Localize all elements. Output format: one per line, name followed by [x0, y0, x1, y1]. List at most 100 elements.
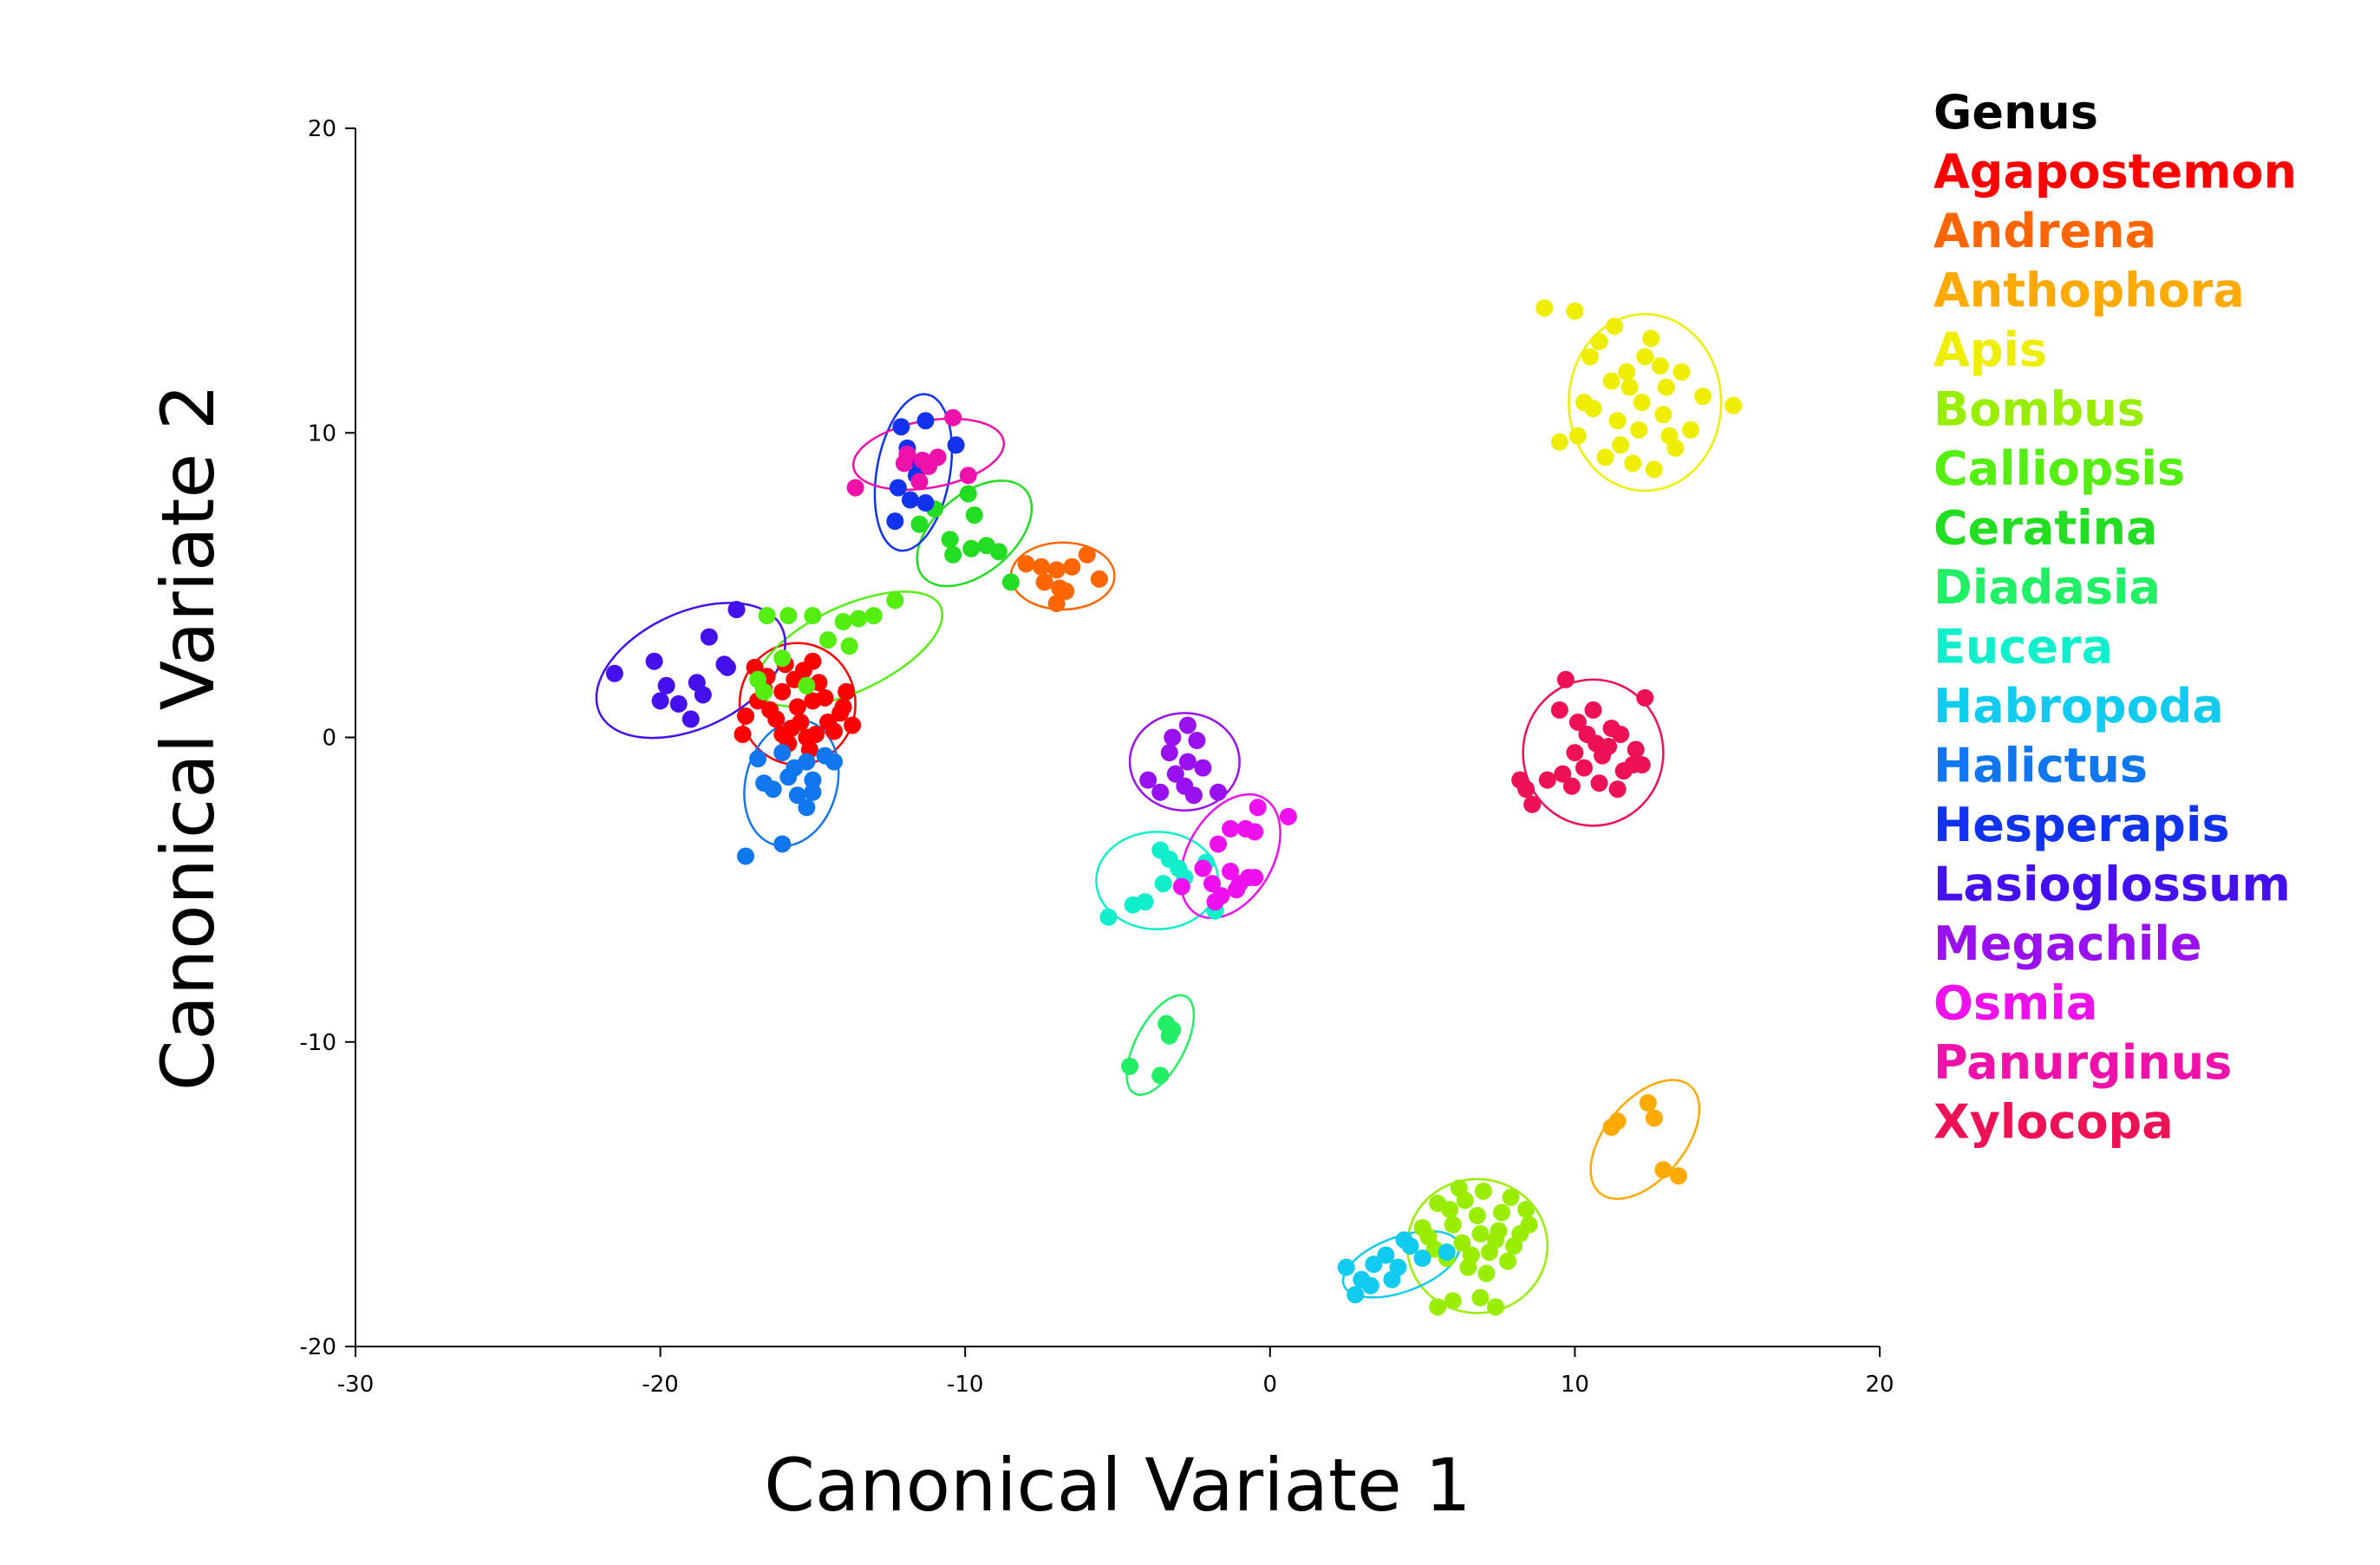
point-panurginus	[895, 454, 913, 473]
ellipse-hesperapis	[873, 393, 954, 552]
point-xylocopa	[1578, 725, 1596, 743]
point-bombus	[1441, 1200, 1459, 1218]
point-apis	[1666, 439, 1685, 457]
point-xylocopa	[1627, 740, 1645, 759]
point-bombus	[1468, 1206, 1486, 1224]
point-bombus	[1456, 1191, 1474, 1210]
point-apis	[1608, 412, 1627, 430]
point-anthophora	[1608, 1112, 1627, 1131]
point-xylocopa	[1511, 771, 1529, 789]
point-agapostemon	[737, 707, 755, 725]
point-calliopsis	[834, 613, 852, 631]
point-halictus	[788, 786, 806, 805]
point-megachile	[1184, 786, 1203, 805]
point-osmia	[1203, 875, 1221, 893]
point-apis	[1657, 378, 1675, 396]
point-halictus	[786, 759, 804, 777]
legend-entry-agapostemon: Agapostemon	[1933, 145, 2297, 199]
point-lasioglossum	[645, 652, 663, 670]
point-apis	[1694, 388, 1712, 406]
point-bombus	[1419, 1228, 1438, 1246]
point-agapostemon	[782, 719, 800, 737]
point-andrena	[1035, 573, 1053, 591]
point-hesperapis	[889, 479, 907, 497]
point-bombus	[1493, 1203, 1511, 1222]
point-xylocopa	[1614, 762, 1633, 780]
point-halictus	[804, 771, 822, 789]
point-panurginus	[910, 473, 929, 491]
point-calliopsis	[864, 607, 883, 624]
point-megachile	[1194, 759, 1212, 777]
point-anthophora	[1645, 1109, 1663, 1127]
point-ceratina	[959, 485, 977, 503]
point-xylocopa	[1590, 774, 1608, 792]
point-habropoda	[1361, 1276, 1379, 1294]
point-halictus	[798, 799, 816, 817]
point-xylocopa	[1636, 688, 1654, 707]
legend-entry-halictus: Halictus	[1933, 739, 2148, 793]
point-habropoda	[1395, 1231, 1413, 1249]
point-osmia	[1172, 877, 1190, 896]
point-xylocopa	[1562, 777, 1581, 795]
point-apis	[1633, 394, 1651, 412]
point-lasioglossum	[718, 658, 736, 676]
legend-entry-xylocopa: Xylocopa	[1933, 1095, 2174, 1150]
ellipse-lasioglossum	[595, 602, 786, 740]
point-apis	[1536, 299, 1554, 317]
point-hesperapis	[947, 436, 965, 454]
point-bombus	[1471, 1288, 1490, 1307]
point-habropoda	[1337, 1258, 1355, 1276]
legend-entry-anthophora: Anthophora	[1933, 264, 2245, 318]
point-hesperapis	[886, 512, 904, 531]
point-lasioglossum	[657, 676, 675, 694]
point-panurginus	[944, 408, 962, 427]
point-agapostemon	[788, 698, 806, 716]
point-calliopsis	[773, 649, 792, 668]
point-agapostemon	[806, 725, 825, 743]
point-osmia	[1222, 863, 1240, 881]
point-halictus	[773, 744, 792, 762]
point-diadasia	[1121, 1057, 1139, 1075]
point-apis	[1618, 363, 1636, 381]
point-apis	[1654, 406, 1673, 424]
legend-entry-andrena: Andrena	[1933, 204, 2156, 258]
point-bombus	[1505, 1237, 1523, 1255]
ellipse-anthophora	[1589, 1079, 1701, 1200]
legend-entry-apis: Apis	[1933, 323, 2047, 377]
point-agapostemon	[838, 682, 856, 701]
point-lasioglossum	[681, 710, 700, 728]
point-calliopsis	[804, 607, 822, 624]
point-xylocopa	[1568, 713, 1587, 731]
point-agapostemon	[804, 692, 822, 710]
point-bombus	[1474, 1182, 1492, 1200]
x-tick-label: -20	[642, 1372, 678, 1398]
point-habropoda	[1413, 1249, 1431, 1268]
ellipse-megachile	[1128, 712, 1241, 812]
point-apis	[1630, 421, 1648, 439]
point-osmia	[1246, 869, 1264, 887]
ellipse-xylocopa	[1522, 678, 1665, 827]
legend-entry-hesperapis: Hesperapis	[1933, 798, 2230, 852]
confidence-ellipses	[595, 313, 1723, 1314]
x-tick-label: 0	[1263, 1372, 1278, 1398]
point-anthophora	[1654, 1161, 1673, 1179]
x-tick-label: -10	[947, 1372, 983, 1398]
point-panurginus	[920, 457, 938, 475]
point-megachile	[1210, 783, 1228, 801]
point-halictus	[804, 783, 822, 801]
point-andrena	[1057, 582, 1075, 600]
point-bombus	[1486, 1231, 1504, 1249]
point-apis	[1682, 421, 1700, 439]
point-hesperapis	[916, 494, 935, 512]
point-eucera	[1099, 908, 1118, 926]
point-diadasia	[1160, 1027, 1178, 1045]
point-xylocopa	[1612, 725, 1630, 743]
legend-entry-ceratina: Ceratina	[1933, 501, 2158, 556]
point-megachile	[1188, 732, 1206, 750]
point-apis	[1624, 454, 1642, 473]
point-andrena	[1017, 555, 1035, 573]
point-halictus	[773, 835, 792, 853]
